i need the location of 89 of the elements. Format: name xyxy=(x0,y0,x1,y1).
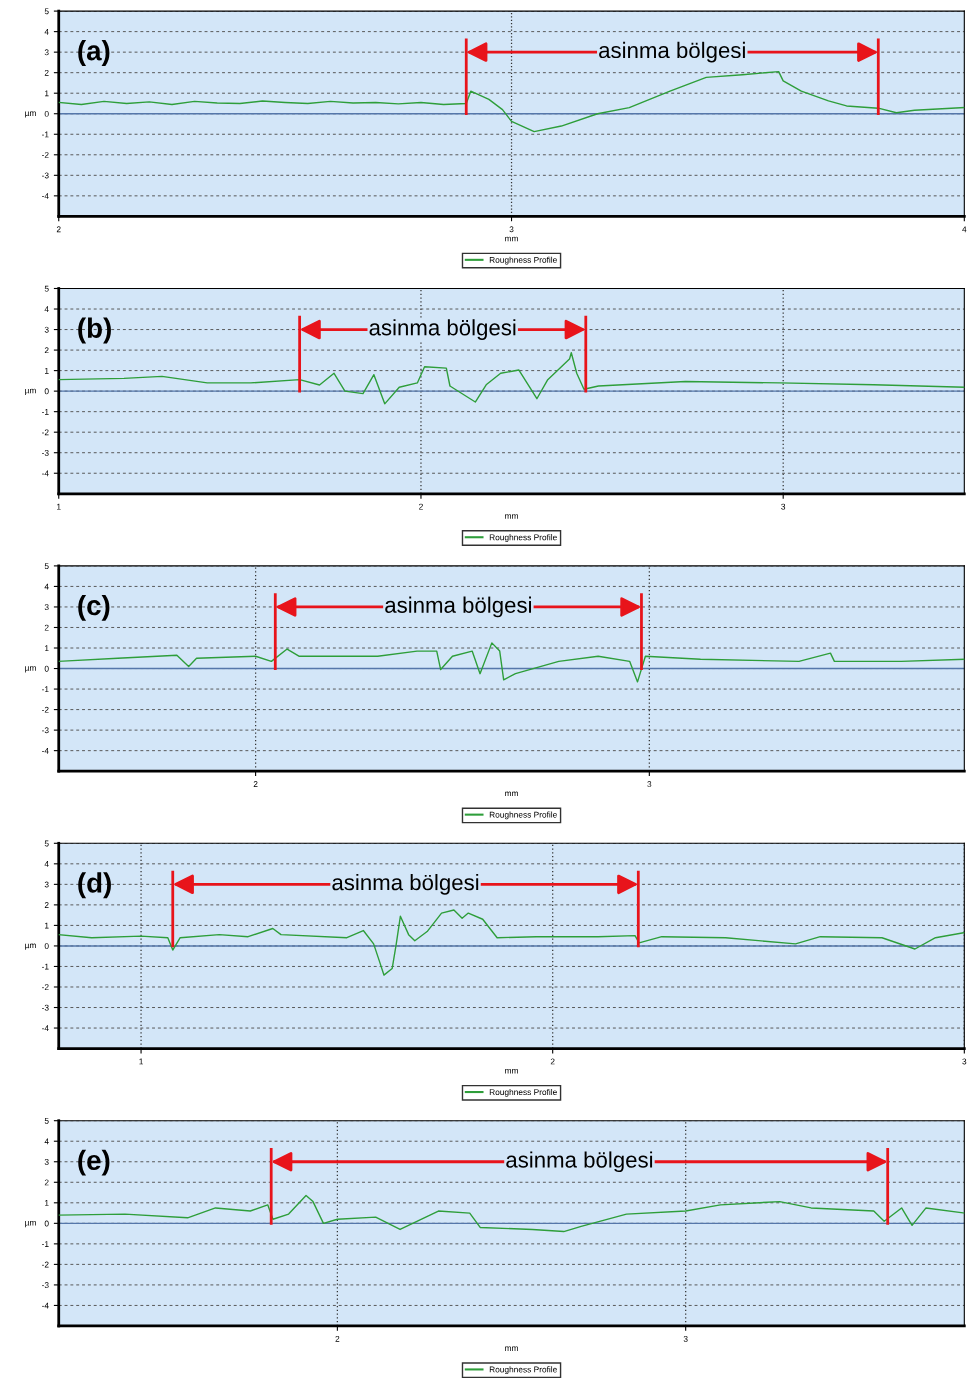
y-tick-label: 3 xyxy=(44,604,49,611)
x-tick-label: 3 xyxy=(962,1058,967,1065)
x-axis-title: mm xyxy=(505,1346,518,1351)
y-tick-label: 4 xyxy=(44,306,49,313)
x-tick-label: 1 xyxy=(139,1058,143,1065)
annotation: asinma bölgesi xyxy=(599,41,745,63)
y-tick-label: 3 xyxy=(44,326,49,333)
x-tick-label: 3 xyxy=(781,503,786,510)
y-tick-label: 1 xyxy=(45,645,49,652)
y-tick-label: 0 xyxy=(44,388,49,395)
text: (b) xyxy=(78,317,111,344)
y-tick-label: -2 xyxy=(41,429,49,436)
y-tick-label: -2 xyxy=(41,706,49,713)
y-tick-label: 0 xyxy=(44,665,49,672)
y-tick-label: -3 xyxy=(41,449,49,456)
y-tick-label: -1 xyxy=(41,1241,49,1247)
y-tick-label: 2 xyxy=(44,902,49,908)
y-tick-label: 3 xyxy=(44,1158,49,1165)
annotation: asinma bölgesi xyxy=(506,1151,653,1173)
annotation: asinma bölgesi xyxy=(369,319,516,340)
y-tick-label: 2 xyxy=(44,1179,49,1186)
y-tick-label: 5 xyxy=(44,563,49,569)
annotation: asinma bölgesi xyxy=(385,596,531,618)
y-tick-label: 4 xyxy=(44,861,49,867)
y-tick-label: 4 xyxy=(44,1138,49,1145)
y-tick-label: -4 xyxy=(41,193,49,199)
y-tick-label: -1 xyxy=(41,963,49,970)
y-tick-label: -3 xyxy=(41,1004,49,1011)
y-tick-label: 5 xyxy=(44,840,49,847)
x-axis-title: mm xyxy=(505,514,518,519)
x-tick-label: 1 xyxy=(57,503,61,510)
y-tick-label: 2 xyxy=(44,69,49,76)
y-tick-label: 5 xyxy=(44,1117,49,1124)
line-series xyxy=(58,70,965,133)
x-axis-title: mm xyxy=(505,236,518,242)
y-axis-title: µm xyxy=(25,666,36,673)
y-tick-label: -2 xyxy=(41,1261,49,1268)
x-tick-label: 3 xyxy=(509,226,514,233)
y-tick-label: 0 xyxy=(44,1220,49,1227)
y-tick-label: 1 xyxy=(45,922,49,929)
y-axis-title: µm xyxy=(25,1221,36,1228)
y-tick-label: 4 xyxy=(44,583,49,590)
y-tick-label: 3 xyxy=(44,881,49,888)
y-tick-label: 5 xyxy=(44,8,49,15)
y-tick-label: -4 xyxy=(41,1025,49,1032)
y-tick-label: 4 xyxy=(44,28,49,35)
y-tick-label: 1 xyxy=(45,1200,49,1206)
x-tick-label: 2 xyxy=(550,1058,555,1065)
line-series xyxy=(58,642,965,683)
x-tick-label: 4 xyxy=(962,226,967,233)
y-tick-label: -4 xyxy=(41,470,49,477)
x-tick-label: 2 xyxy=(56,226,61,233)
text: (c) xyxy=(78,594,110,621)
legend-label: Roughness Profile xyxy=(489,811,557,820)
x-tick-label: 2 xyxy=(419,503,423,510)
y-tick-label: -1 xyxy=(41,686,49,693)
y-tick-label: -1 xyxy=(41,131,49,138)
y-tick-label: -2 xyxy=(41,984,49,991)
y-axis-title: µm xyxy=(25,943,36,950)
y-tick-label: -3 xyxy=(41,172,49,179)
legend-label: Roughness Profile xyxy=(489,1366,557,1375)
legend-label: Roughness Profile xyxy=(489,1088,557,1097)
y-tick-label: 1 xyxy=(45,90,49,97)
x-axis-title: mm xyxy=(505,791,518,797)
line-series xyxy=(58,909,965,976)
y-tick-label: -1 xyxy=(41,408,49,415)
annotation: asinma bölgesi xyxy=(332,873,479,895)
x-axis-title: mm xyxy=(505,1069,518,1074)
text: (a) xyxy=(78,40,110,66)
legend-label: Roughness Profile xyxy=(489,256,557,265)
y-tick-label: 3 xyxy=(44,49,49,56)
legend-label: Roughness Profile xyxy=(489,534,557,542)
y-tick-label: -4 xyxy=(41,1302,49,1309)
y-tick-label: 1 xyxy=(45,367,49,374)
y-tick-label: 5 xyxy=(44,285,49,292)
y-tick-label: 2 xyxy=(44,624,49,631)
y-tick-label: 2 xyxy=(44,347,49,354)
y-tick-label: -4 xyxy=(41,747,49,754)
y-tick-label: 0 xyxy=(44,110,49,117)
text: (d) xyxy=(78,872,111,899)
y-tick-label: -2 xyxy=(41,151,49,158)
text: (e) xyxy=(78,1149,110,1176)
y-tick-label: 0 xyxy=(44,943,49,950)
y-tick-label: -3 xyxy=(41,727,49,734)
y-axis-title: µm xyxy=(25,388,36,396)
y-tick-label: -3 xyxy=(41,1282,49,1289)
y-axis-title: µm xyxy=(25,111,36,118)
line-series xyxy=(58,1194,965,1233)
line-series xyxy=(58,352,965,405)
